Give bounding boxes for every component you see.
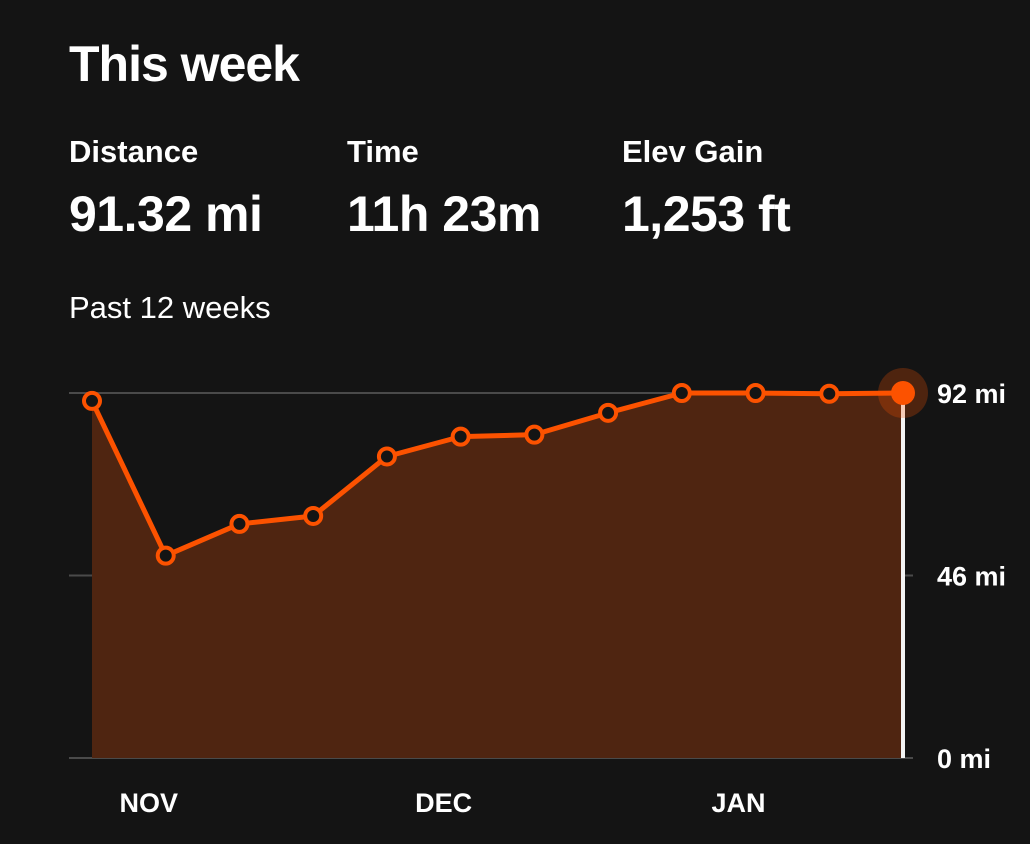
data-point [598, 402, 619, 423]
y-tick-label: 0 mi [937, 744, 991, 774]
data-point [819, 383, 840, 404]
x-axis-labels: NOV DEC JAN [119, 788, 765, 818]
y-axis-labels: 0 mi 46 mi 92 mi [937, 379, 1006, 774]
data-point [229, 513, 250, 534]
data-point [524, 424, 545, 445]
x-tick-label: JAN [712, 788, 766, 818]
x-tick-label: DEC [415, 788, 472, 818]
data-point [450, 426, 471, 447]
stat-distance-label: Distance [69, 134, 199, 169]
area-fill [92, 393, 903, 758]
stat-elev-gain: Elev Gain 1,253 ft [622, 134, 791, 244]
y-tick-label: 92 mi [937, 379, 1006, 409]
stat-distance-value: 91.32 mi [69, 186, 263, 242]
point-layer [82, 368, 928, 566]
data-point [376, 446, 397, 467]
series-line [89, 390, 906, 559]
stat-time-value: 11h 23m [347, 186, 541, 242]
data-point [745, 383, 766, 403]
stat-elev-gain-value: 1,253 ft [622, 186, 791, 242]
chart-subtitle: Past 12 weeks [69, 290, 271, 325]
selected-data-point [891, 381, 915, 405]
data-point [82, 390, 102, 411]
data-point [303, 505, 324, 526]
stat-elev-gain-label: Elev Gain [622, 134, 764, 169]
stat-time-label: Time [347, 134, 419, 169]
area-layer [92, 393, 903, 758]
data-point [155, 545, 176, 566]
data-point [671, 383, 692, 403]
x-tick-label: NOV [119, 788, 178, 818]
page-title: This week [69, 36, 300, 92]
line-layer [89, 390, 906, 559]
y-tick-label: 46 mi [937, 562, 1006, 592]
stat-time: Time 11h 23m [347, 134, 541, 244]
stat-distance: Distance 91.32 mi [69, 134, 263, 244]
